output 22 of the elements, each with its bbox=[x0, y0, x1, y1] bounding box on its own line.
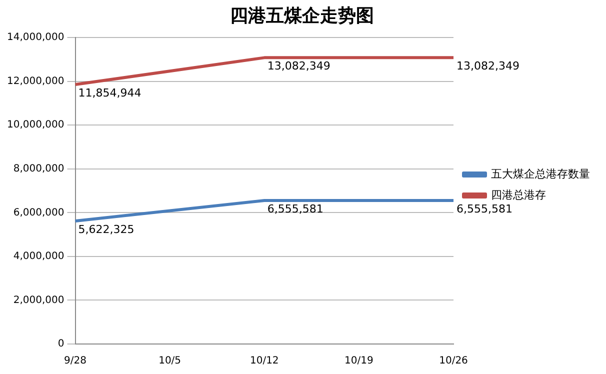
data-label: 6,555,581 bbox=[456, 202, 512, 216]
legend-label: 四港总港存 bbox=[491, 188, 546, 202]
chart-title: 四港五煤企走势图 bbox=[230, 5, 374, 26]
y-tick-label: 0 bbox=[58, 338, 64, 350]
y-tick-label: 2,000,000 bbox=[13, 294, 64, 306]
legend-label: 五大煤企总港存数量 bbox=[491, 167, 590, 180]
x-tick-label: 10/26 bbox=[439, 356, 468, 367]
data-label: 5,622,325 bbox=[78, 222, 134, 236]
x-tick-label: 9/28 bbox=[64, 356, 86, 367]
data-label: 13,082,349 bbox=[267, 60, 330, 73]
y-tick-label: 12,000,000 bbox=[6, 76, 64, 87]
y-tick-label: 8,000,000 bbox=[13, 164, 64, 175]
x-tick-label: 10/19 bbox=[344, 356, 374, 367]
x-tick-label: 10/5 bbox=[158, 356, 182, 367]
y-tick-label: 14,000,000 bbox=[6, 32, 64, 44]
data-label: 6,555,581 bbox=[267, 202, 324, 216]
y-tick-label: 4,000,000 bbox=[13, 251, 64, 262]
data-label: 13,082,349 bbox=[456, 60, 520, 73]
y-tick-label: 10,000,000 bbox=[6, 120, 64, 131]
data-label: 11,854,944 bbox=[78, 86, 142, 100]
x-tick-label: 10/12 bbox=[250, 356, 279, 367]
y-tick-label: 6,000,000 bbox=[13, 207, 64, 218]
